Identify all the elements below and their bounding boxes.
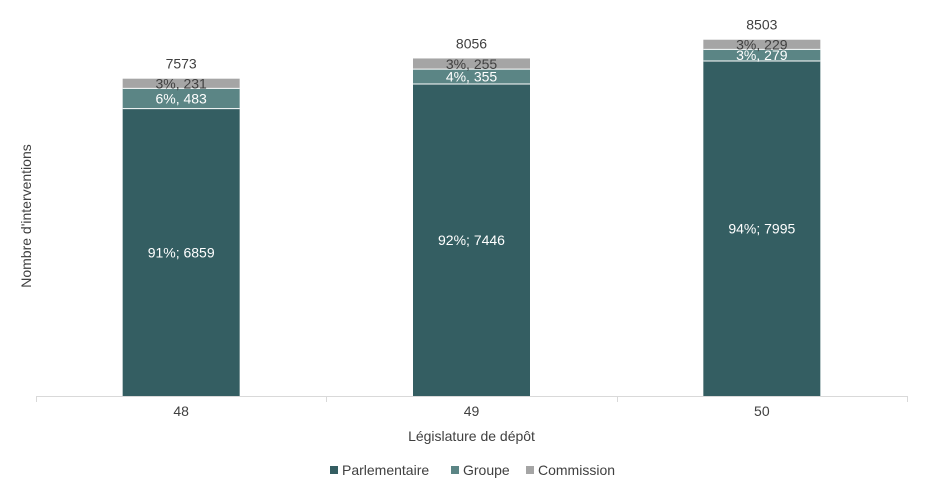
- data-label-commission-48: 3%, 231: [155, 76, 207, 92]
- bar-segment-commission-50: [703, 39, 821, 50]
- legend-label-groupe: Groupe: [463, 462, 510, 478]
- x-tick-label: 49: [464, 403, 480, 419]
- bar-segment-groupe-50: [703, 49, 821, 62]
- data-label-groupe-50: 3%, 279: [736, 47, 788, 63]
- y-axis-title: Nombre d'interventions: [18, 144, 34, 288]
- x-axis-title: Législature de dépôt: [408, 428, 535, 444]
- x-axis-ticks-group: [36, 396, 908, 402]
- data-label-commission-49: 3%, 255: [446, 56, 498, 72]
- total-label-49: 8056: [456, 35, 487, 51]
- bar-segment-commission-48: [122, 78, 240, 89]
- legend: Parlementaire Groupe Commission: [330, 462, 615, 478]
- legend-label-parlementaire: Parlementaire: [342, 462, 429, 478]
- legend-swatch-groupe: [451, 466, 459, 474]
- bar-segment-parlementaire-50: [703, 61, 821, 397]
- data-label-parlementaire-49: 92%; 7446: [438, 232, 505, 248]
- data-label-parlementaire-48: 91%; 6859: [148, 244, 215, 260]
- total-label-50: 8503: [746, 17, 777, 33]
- data-label-parlementaire-50: 94%; 7995: [728, 221, 795, 237]
- bars-group: [122, 39, 821, 397]
- total-labels-group: 7573 8056 8503: [166, 17, 778, 72]
- bar-segment-groupe-48: [122, 88, 240, 109]
- x-tick-labels-group: 48 49 50: [173, 403, 769, 419]
- bar-segment-groupe-49: [413, 69, 530, 85]
- bar-segment-commission-49: [413, 58, 530, 70]
- bar-segment-parlementaire-48: [122, 108, 240, 396]
- data-label-commission-50: 3%, 229: [736, 37, 788, 53]
- data-label-groupe-49: 4%, 355: [446, 69, 498, 85]
- legend-label-commission: Commission: [538, 462, 615, 478]
- legend-swatch-commission: [526, 466, 534, 474]
- x-tick-label: 50: [754, 403, 770, 419]
- legend-swatch-parlementaire: [330, 466, 338, 474]
- total-label-48: 7573: [166, 56, 197, 72]
- bar-segment-parlementaire-49: [413, 84, 530, 396]
- data-label-groupe-48: 6%, 483: [155, 90, 207, 106]
- x-tick-label: 48: [173, 403, 189, 419]
